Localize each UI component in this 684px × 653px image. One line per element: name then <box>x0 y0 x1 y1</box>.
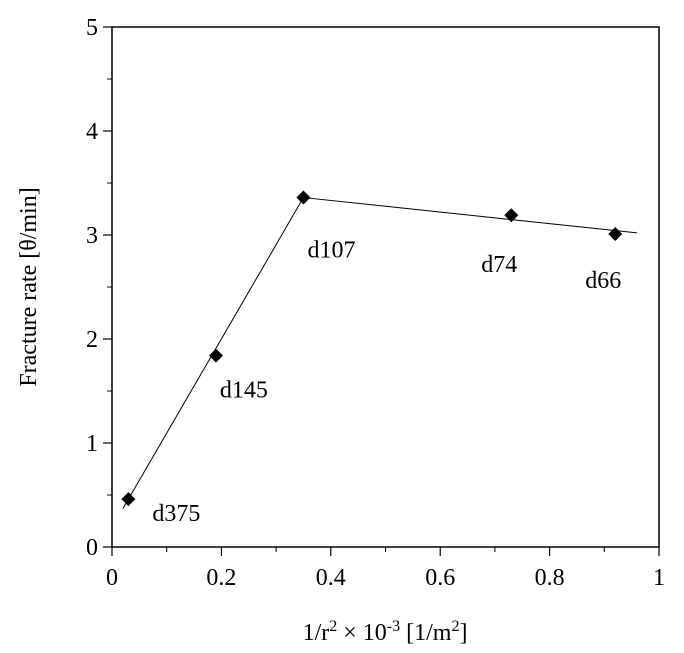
x-tick-label: 0.6 <box>425 565 455 591</box>
y-tick-label: 5 <box>86 15 98 41</box>
y-tick-label: 1 <box>86 431 98 457</box>
y-tick-label: 3 <box>86 223 98 249</box>
data-point-label: d375 <box>152 501 200 527</box>
data-point-marker <box>608 226 623 241</box>
tick-marks <box>103 26 660 556</box>
data-point-marker <box>296 190 311 205</box>
trend-line <box>303 197 638 234</box>
trend-lines <box>122 197 638 509</box>
tick-labels: 0 0.2 0.4 0.6 0.8 1 0 1 2 3 4 5 <box>86 15 665 591</box>
data-points <box>121 190 623 507</box>
data-point-label: d66 <box>585 268 621 294</box>
x-tick-label: 0.4 <box>316 565 346 591</box>
x-tick-label: 0.8 <box>535 565 565 591</box>
plot-frame <box>111 26 660 548</box>
y-axis-title: Fracture rate [θ/min] <box>16 187 42 386</box>
data-point-label: d107 <box>307 238 355 264</box>
y-tick-label: 4 <box>86 119 98 145</box>
x-axis-title: 1/r2 × 10-3 [1/m2] <box>303 618 468 646</box>
data-point-marker <box>208 348 223 363</box>
data-point-label: d74 <box>481 252 517 278</box>
x-tick-label: 0.2 <box>206 565 236 591</box>
data-point-marker <box>504 208 519 223</box>
x-tick-label: 1 <box>653 565 665 591</box>
y-tick-label: 0 <box>86 535 98 561</box>
x-tick-label: 0 <box>106 565 118 591</box>
data-point-label: d145 <box>220 378 268 404</box>
y-tick-label: 2 <box>86 327 98 353</box>
point-labels: d375 d145 d107 d74 d66 <box>152 238 621 528</box>
data-point-marker <box>121 492 136 507</box>
